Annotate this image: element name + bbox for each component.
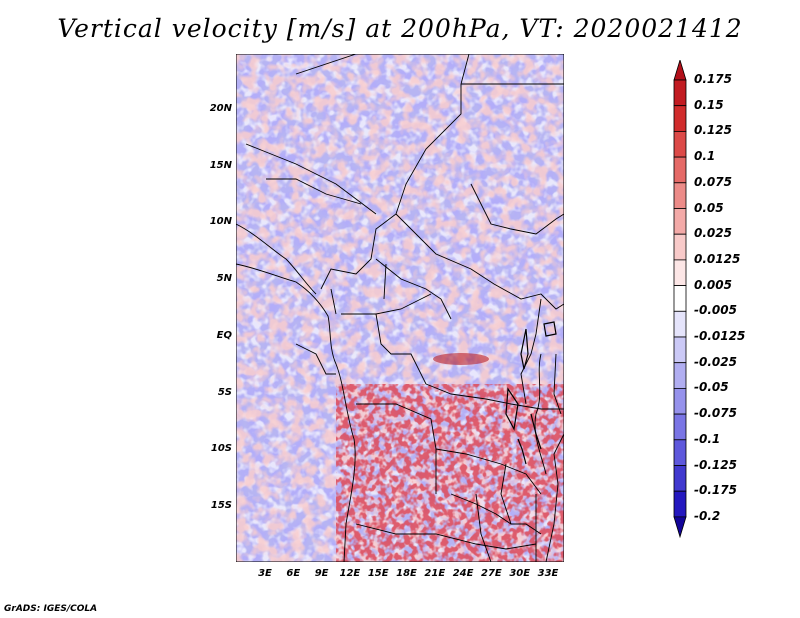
colorbar-level-label: 0.1 <box>694 149 716 164</box>
colorbar-level-label: 0.05 <box>694 200 724 215</box>
colorbar-level-label: 0.175 <box>694 72 732 86</box>
footer-credit: GrADS: IGES/COLA <box>4 604 98 614</box>
colorbar-level-label: -0.125 <box>694 457 737 472</box>
lat-label: 10N <box>209 216 232 228</box>
lon-label: 21E <box>424 568 446 579</box>
colorbar-level-label: 0.15 <box>694 97 724 112</box>
colorbar-segment <box>673 336 687 364</box>
lat-label: 10S <box>210 443 232 455</box>
colorbar-segment <box>673 259 687 286</box>
colorbar-level-label: -0.005 <box>694 303 737 318</box>
colorbar-segment <box>673 439 687 466</box>
lon-label: 15E <box>367 568 389 579</box>
lon-label: 33E <box>537 568 559 579</box>
field-strong-ascent-south <box>336 384 564 562</box>
map-title: Vertical velocity [m/s] at 200hPa, VT: 2… <box>57 14 743 43</box>
colorbar-segment <box>673 387 687 415</box>
colorbar-bottom-arrow <box>673 516 687 539</box>
field-ascent-band <box>433 353 489 365</box>
colorbar-segment <box>673 105 687 132</box>
colorbar-segment <box>673 490 687 518</box>
country-boundaries <box>236 54 564 562</box>
colorbar <box>673 60 687 539</box>
map-panel <box>236 54 564 562</box>
colorbar-segment <box>673 413 687 441</box>
lat-label: EQ <box>216 329 232 341</box>
colorbar-level-label: 0.005 <box>694 277 732 292</box>
colorbar-segment <box>673 131 687 158</box>
colorbar-level-label: -0.025 <box>694 354 737 369</box>
colorbar-segment <box>673 208 687 235</box>
colorbar-segment <box>673 310 687 338</box>
lat-label: 15N <box>209 159 232 171</box>
lat-label: 20N <box>209 103 232 114</box>
colorbar-level-label: 0.0125 <box>694 251 741 266</box>
lon-label: 24E <box>452 568 474 579</box>
colorbar-level-label: -0.075 <box>694 406 737 421</box>
colorbar-segment <box>673 362 687 389</box>
colorbar-level-label: -0.175 <box>694 483 737 498</box>
lon-label: 12E <box>339 568 361 579</box>
colorbar-level-label: -0.0125 <box>694 329 746 343</box>
vertical-velocity-field <box>236 54 564 562</box>
colorbar-level-label: -0.1 <box>694 431 721 446</box>
lon-label: 3E <box>258 568 272 579</box>
lat-label: 5N <box>216 273 232 285</box>
colorbar-segment <box>673 182 687 209</box>
colorbar-segment <box>673 285 687 312</box>
lon-label: 27E <box>481 568 502 579</box>
lon-label: 6E <box>286 568 301 579</box>
colorbar-top-arrow <box>673 60 687 81</box>
colorbar-segment <box>673 79 687 107</box>
colorbar-segment <box>673 465 687 492</box>
lon-label: 30E <box>509 568 531 579</box>
colorbar-level-label: 0.075 <box>694 174 732 189</box>
lat-label: 15S <box>210 499 232 511</box>
colorbar-level-label: 0.125 <box>694 123 732 138</box>
lakes <box>505 321 557 465</box>
colorbar-segment <box>673 156 687 184</box>
lat-label: 5S <box>217 386 232 398</box>
lon-label: 9E <box>314 568 329 579</box>
colorbar-level-label: -0.2 <box>694 508 721 523</box>
lon-label: 18E <box>396 568 417 579</box>
colorbar-level-label: 0.025 <box>694 226 732 241</box>
colorbar-level-label: -0.05 <box>694 380 729 395</box>
colorbar-segment <box>673 233 687 261</box>
